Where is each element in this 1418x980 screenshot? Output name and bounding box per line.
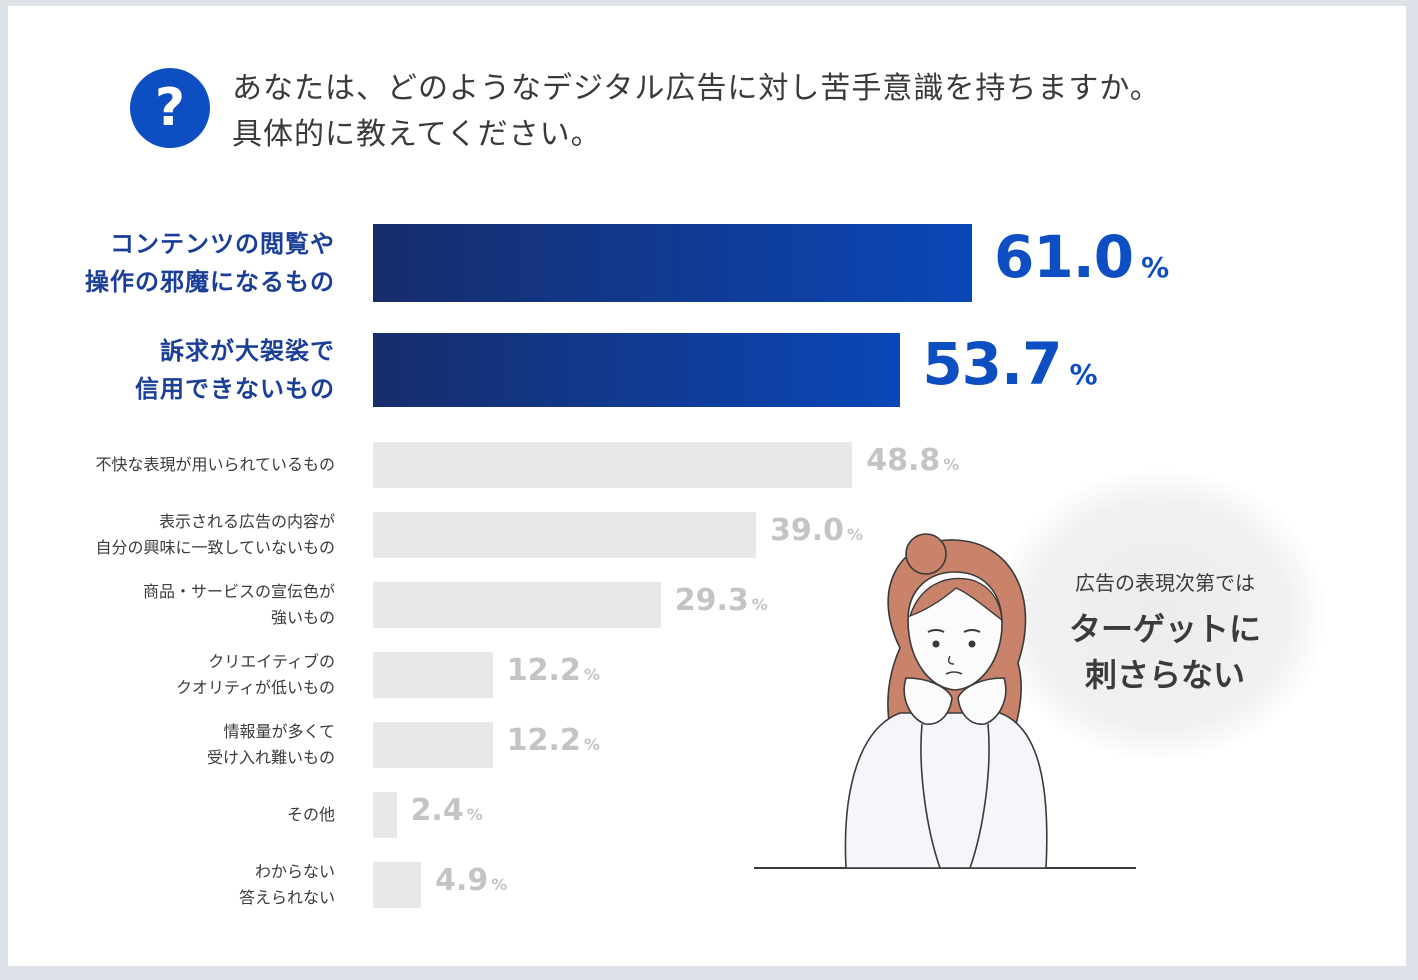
bar-value: 39.0 (769, 513, 844, 548)
left-arm (920, 723, 941, 869)
bar-label-line: 表示される広告の内容が (158, 512, 335, 531)
bar-label: 情報量が多くて受け入れ難いもの (207, 719, 335, 771)
bar-label: 不快な表現が用いられているもの (95, 452, 335, 478)
bar (373, 862, 422, 908)
bar-label-line: わからない (254, 862, 335, 881)
callout-big-text: ターゲットに 刺さらない (1010, 606, 1320, 698)
question-title: あなたは、どのようなデジタル広告に対し苦手意識を持ちますか。 具体的に教えてくだ… (232, 66, 1352, 158)
sweater (844, 712, 1048, 869)
bar-value-unit: % (466, 805, 483, 824)
bar (373, 722, 493, 768)
right-hand (957, 677, 1007, 725)
left-hand (903, 677, 953, 725)
bar-label-line: 商品・サービスの宣伝色が (142, 582, 335, 601)
bar-value-label: 48.8% (866, 443, 959, 478)
bar-value-unit: % (847, 525, 864, 544)
bar-label: わからない答えられない (239, 859, 335, 911)
mouth (945, 671, 963, 675)
bar-label-line: 自分の興味に一致していないもの (95, 538, 335, 557)
bar-label: クリエイティブのクオリティが低いもの (176, 649, 335, 701)
bar (373, 652, 493, 698)
bar-value: 53.7 (922, 330, 1062, 398)
left-eyebrow (927, 629, 945, 633)
bar-label-line: 強いもの (270, 608, 335, 627)
bar-label-line: 受け入れ難いもの (206, 748, 335, 767)
bar-value: 61.0 (994, 223, 1134, 291)
bar-value: 12.2 (506, 723, 581, 758)
bar-value-label: 61.0% (994, 223, 1169, 291)
bar-value: 4.9 (435, 863, 489, 898)
bar (373, 224, 973, 302)
bar (373, 512, 756, 558)
bar-label-line: 情報量が多くて (223, 722, 335, 741)
right-eyebrow (963, 629, 981, 633)
bar-value: 2.4 (410, 793, 464, 828)
bar-value-label: 2.4% (411, 793, 483, 828)
bar-value-label: 29.3% (675, 583, 768, 618)
bar (373, 333, 901, 407)
bar-label-line: その他 (286, 805, 335, 824)
left-eye (932, 640, 940, 648)
bar-label: コンテンツの閲覧や操作の邪魔になるもの (85, 225, 335, 301)
bar-value-unit: % (1141, 251, 1170, 284)
bar-value-unit: % (751, 595, 768, 614)
bar-value-unit: % (943, 455, 960, 474)
bar-label-line: 訴求が大袈裟で (160, 337, 335, 365)
bar-label-line: クオリティが低いもの (175, 678, 335, 697)
bar-label-line: 信用できないもの (135, 375, 335, 403)
bar-value-unit: % (491, 875, 508, 894)
bar-value: 29.3 (674, 583, 749, 618)
hair-bun (905, 533, 947, 575)
callout-background (995, 470, 1325, 760)
bar-label-line: クリエイティブの (208, 652, 335, 671)
right-eye (968, 640, 976, 648)
callout-big-line-1: ターゲットに (1068, 610, 1261, 648)
bar-value-unit: % (1069, 358, 1098, 391)
bar-label: 商品・サービスの宣伝色が強いもの (143, 579, 335, 631)
bar-label-line: 答えられない (238, 888, 335, 907)
bar (373, 792, 397, 838)
callout: 広告の表現次第では ターゲットに 刺さらない (1010, 568, 1320, 698)
fringe (908, 577, 1003, 622)
bar-value-label: 4.9% (435, 863, 507, 898)
bar-value-label: 39.0% (770, 513, 863, 548)
nose (947, 655, 955, 665)
question-line-2: 具体的に教えてください。 (232, 117, 602, 152)
question-line-1: あなたは、どのようなデジタル広告に対し苦手意識を持ちますか。 (232, 71, 1161, 106)
callout-big-line-2: 刺さらない (1084, 656, 1245, 694)
bar-label: 表示される広告の内容が自分の興味に一致していないもの (95, 509, 335, 561)
bar-label-line: 操作の邪魔になるもの (85, 268, 335, 296)
bar-value-unit: % (583, 665, 600, 684)
bar-label: その他 (287, 802, 335, 828)
bar-value: 48.8 (866, 443, 941, 478)
bar-value-label: 53.7% (922, 330, 1097, 398)
bar (373, 582, 661, 628)
bar-label-line: 不快な表現が用いられているもの (95, 455, 335, 474)
right-arm (969, 723, 990, 869)
bar-value-label: 12.2% (507, 653, 600, 688)
bar-label: 訴求が大袈裟で信用できないもの (135, 332, 335, 408)
bar (373, 442, 853, 488)
bar-value-unit: % (583, 735, 600, 754)
bar-value-label: 12.2% (507, 723, 600, 758)
callout-small-text: 広告の表現次第では (1075, 571, 1255, 595)
bar-value: 12.2 (506, 653, 581, 688)
bar-label-line: コンテンツの閲覧や (110, 230, 335, 258)
question-icon: ? (130, 68, 210, 148)
woman-illustration (754, 533, 1136, 869)
